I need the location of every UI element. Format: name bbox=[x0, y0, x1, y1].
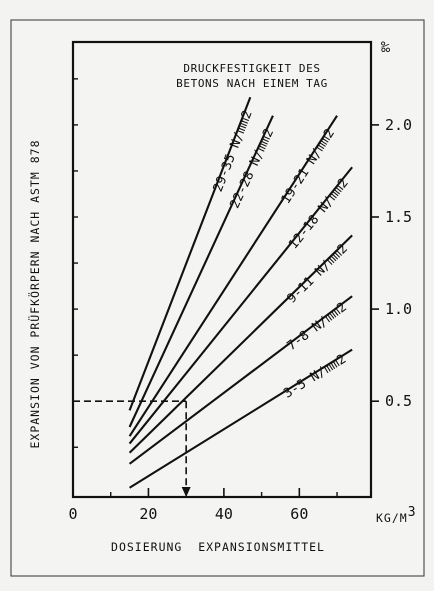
x-unit-superscript: 3 bbox=[408, 505, 417, 520]
series-line bbox=[128, 295, 353, 465]
x-tick-label: 60 bbox=[290, 505, 308, 523]
series-line bbox=[128, 115, 338, 437]
y-tick-label: 1.5 bbox=[385, 208, 412, 226]
legend-title-line-2: BETONS NACH EINEM TAG bbox=[176, 77, 328, 90]
x-axis-title: DOSIERUNG EXPANSIONSMITTEL bbox=[111, 540, 325, 554]
x-unit-base: KG/M bbox=[376, 511, 408, 525]
series-line bbox=[128, 96, 252, 411]
outer-border bbox=[10, 19, 425, 577]
series-line bbox=[128, 115, 274, 428]
legend-title-line-1: DRUCKFESTIGKEIT DES bbox=[183, 62, 320, 75]
y-axis-title: EXPANSION VON PRÜFKÖRPERN NACH ASTM 878 bbox=[26, 139, 42, 448]
y-tick-label: 1.0 bbox=[385, 300, 412, 318]
series-line bbox=[128, 234, 353, 454]
series-line bbox=[128, 166, 353, 445]
series-line bbox=[129, 348, 353, 489]
x-tick-label: 40 bbox=[215, 505, 233, 523]
x-tick-label: 0 bbox=[68, 505, 77, 523]
x-tick-label: 20 bbox=[139, 505, 157, 523]
x-unit-label: KG/M3 bbox=[376, 505, 417, 525]
y-unit-label: ‰ bbox=[381, 38, 391, 56]
y-tick-label: 2.0 bbox=[385, 116, 412, 134]
y-tick-label: 0.5 bbox=[385, 392, 412, 410]
reference-arrowhead bbox=[181, 487, 191, 497]
plot-frame bbox=[71, 40, 373, 499]
